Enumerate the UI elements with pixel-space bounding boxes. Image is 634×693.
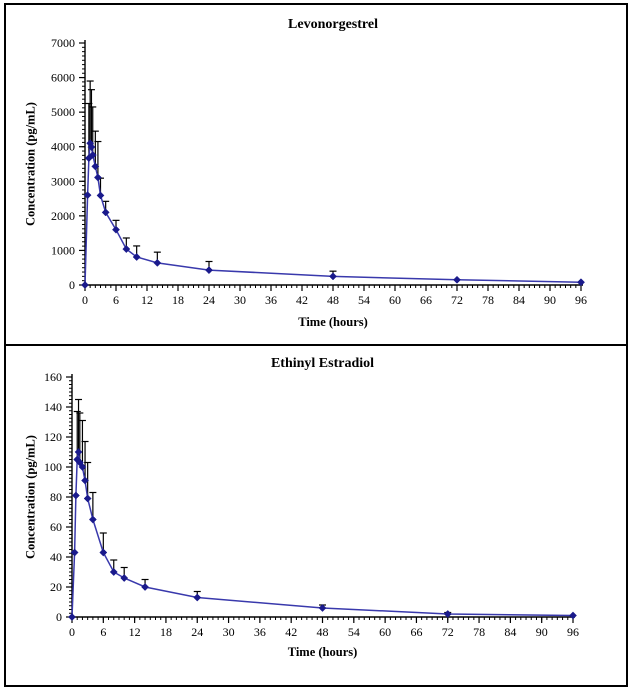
svg-text:78: 78 — [482, 293, 494, 307]
svg-text:30: 30 — [234, 293, 246, 307]
svg-text:42: 42 — [296, 293, 308, 307]
svg-text:20: 20 — [50, 580, 62, 594]
svg-text:12: 12 — [141, 293, 153, 307]
ethinyl-estradiol-panel: 0 20 40 60 80 100 120 140 160 0 6 12 18 24 30 36 42 48 54 6… — [6, 346, 626, 685]
svg-text:3000: 3000 — [51, 174, 75, 188]
svg-text:6: 6 — [100, 625, 106, 639]
svg-text:24: 24 — [203, 293, 215, 307]
x-axis-title-bottom: Time (hours) — [287, 645, 358, 659]
svg-text:90: 90 — [544, 293, 556, 307]
levonorgestrel-plot-svg: 0 1000 2000 3000 4000 5000 6000 7000 0 6 12 18 24 30 3… — [51, 36, 587, 307]
svg-text:42: 42 — [285, 625, 297, 639]
svg-text:90: 90 — [536, 625, 548, 639]
figure-frame: 0 1000 2000 3000 4000 5000 6000 7000 0 6 12 18 24 30 3… — [4, 3, 628, 687]
y-axis-title-top: Concentration (pg/mL) — [23, 102, 38, 226]
svg-text:80: 80 — [50, 490, 62, 504]
svg-text:60: 60 — [379, 625, 391, 639]
svg-text:72: 72 — [442, 625, 454, 639]
svg-text:12: 12 — [129, 625, 141, 639]
svg-text:48: 48 — [317, 625, 329, 639]
svg-text:6000: 6000 — [51, 71, 75, 85]
svg-text:84: 84 — [504, 625, 516, 639]
svg-text:40: 40 — [50, 550, 62, 564]
svg-text:6: 6 — [113, 293, 119, 307]
svg-text:2000: 2000 — [51, 209, 75, 223]
svg-text:54: 54 — [358, 293, 370, 307]
svg-text:96: 96 — [575, 293, 587, 307]
chart-title-levonorgestrel: Levonorgestrel — [288, 17, 378, 32]
svg-text:96: 96 — [567, 625, 579, 639]
svg-text:5000: 5000 — [51, 105, 75, 119]
svg-text:24: 24 — [191, 625, 203, 639]
svg-text:66: 66 — [420, 293, 432, 307]
chart-title-ethinyl-estradiol: Ethinyl Estradiol — [270, 356, 375, 371]
svg-text:18: 18 — [160, 625, 172, 639]
svg-text:160: 160 — [44, 370, 62, 384]
svg-text:0: 0 — [56, 610, 62, 624]
svg-text:36: 36 — [265, 293, 277, 307]
svg-text:100: 100 — [44, 460, 62, 474]
svg-text:54: 54 — [348, 625, 360, 639]
x-axis-title-top: Time (hours) — [298, 315, 368, 329]
svg-text:36: 36 — [254, 625, 266, 639]
svg-text:0: 0 — [69, 625, 75, 639]
svg-text:18: 18 — [172, 293, 184, 307]
svg-text:60: 60 — [389, 293, 401, 307]
svg-text:78: 78 — [473, 625, 485, 639]
svg-text:1000: 1000 — [51, 243, 75, 257]
svg-text:30: 30 — [223, 625, 235, 639]
svg-text:120: 120 — [44, 430, 62, 444]
svg-text:66: 66 — [410, 625, 422, 639]
svg-text:72: 72 — [451, 293, 463, 307]
ethinyl-estradiol-plot-svg: 0 20 40 60 80 100 120 140 160 0 6 12 18 24 30 36 42 48 54 6… — [44, 370, 579, 639]
levonorgestrel-panel: 0 1000 2000 3000 4000 5000 6000 7000 0 6 12 18 24 30 3… — [6, 5, 626, 346]
svg-text:84: 84 — [513, 293, 525, 307]
y-axis-title-bottom: Concentration (pg/mL) — [23, 435, 38, 559]
svg-text:48: 48 — [327, 293, 339, 307]
svg-text:140: 140 — [44, 400, 62, 414]
svg-text:4000: 4000 — [51, 140, 75, 154]
svg-text:60: 60 — [50, 520, 62, 534]
svg-text:0: 0 — [69, 278, 75, 292]
svg-text:0: 0 — [82, 293, 88, 307]
svg-text:7000: 7000 — [51, 36, 75, 50]
